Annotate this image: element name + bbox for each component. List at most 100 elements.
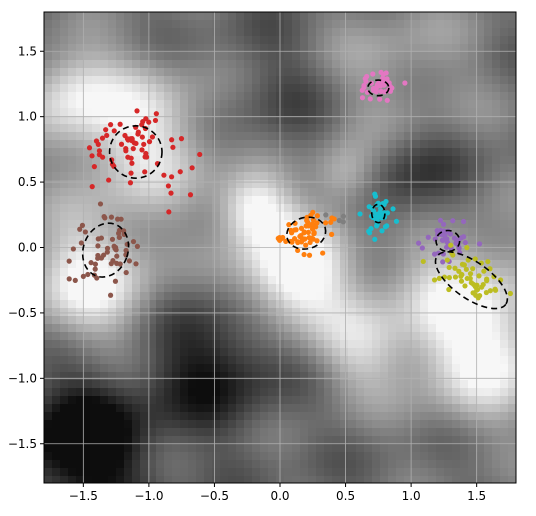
heatmap-cell xyxy=(84,20,93,29)
heatmap-cell xyxy=(196,92,205,101)
data-point xyxy=(361,84,367,90)
heatmap-cell xyxy=(300,388,309,397)
heatmap-cell xyxy=(420,52,429,61)
heatmap-cell xyxy=(68,220,77,229)
heatmap-cell xyxy=(228,436,237,445)
heatmap-cell xyxy=(260,364,269,373)
heatmap-cell xyxy=(172,68,181,77)
heatmap-cell xyxy=(196,188,205,197)
heatmap-cell xyxy=(300,276,309,285)
data-point xyxy=(450,252,456,258)
heatmap-cell xyxy=(260,12,269,21)
heatmap-cell xyxy=(60,444,69,453)
heatmap-cell xyxy=(308,84,317,93)
heatmap-cell xyxy=(44,60,53,69)
data-point xyxy=(320,250,326,256)
heatmap-cell xyxy=(60,324,69,333)
heatmap-cell xyxy=(188,348,197,357)
heatmap-cell xyxy=(316,356,325,365)
heatmap-cell xyxy=(484,292,493,301)
heatmap-cell xyxy=(508,468,516,477)
heatmap-cell xyxy=(364,132,373,141)
heatmap-cell xyxy=(476,36,485,45)
heatmap-cell xyxy=(380,44,389,53)
heatmap-cell xyxy=(316,132,325,141)
heatmap-cell xyxy=(260,124,269,133)
data-point xyxy=(307,239,313,246)
heatmap-cell xyxy=(68,284,77,293)
heatmap-cell xyxy=(220,108,229,117)
heatmap-cell xyxy=(92,316,101,325)
heatmap-cell xyxy=(508,332,516,341)
heatmap-cell xyxy=(172,172,181,181)
heatmap-cell xyxy=(68,444,77,453)
heatmap-cell xyxy=(308,460,317,469)
heatmap-cell xyxy=(244,284,253,293)
heatmap-cell xyxy=(324,212,333,221)
heatmap-cell xyxy=(260,100,269,109)
heatmap-cell xyxy=(84,332,93,341)
heatmap-cell xyxy=(316,44,325,53)
heatmap-cell xyxy=(204,132,213,141)
heatmap-cell xyxy=(324,20,333,29)
heatmap-cell xyxy=(212,364,221,373)
heatmap-cell xyxy=(244,380,253,389)
heatmap-cell xyxy=(108,268,117,277)
heatmap-cell xyxy=(172,36,181,45)
heatmap-cell xyxy=(260,412,269,421)
heatmap-cell xyxy=(172,284,181,293)
heatmap-cell xyxy=(508,132,516,141)
heatmap-cell xyxy=(484,412,493,421)
heatmap-cell xyxy=(308,76,317,85)
heatmap-cell xyxy=(372,28,381,37)
heatmap-cell xyxy=(124,228,133,237)
x-tick-label: 0.0 xyxy=(270,489,289,503)
heatmap-cell xyxy=(188,300,197,309)
heatmap-cell xyxy=(300,44,309,53)
heatmap-cell xyxy=(260,428,269,437)
data-point xyxy=(453,240,459,246)
heatmap-cell xyxy=(100,76,109,85)
heatmap-cell xyxy=(76,244,85,253)
heatmap-cell xyxy=(356,444,365,453)
heatmap-cell xyxy=(348,140,357,149)
heatmap-cell xyxy=(244,188,253,197)
heatmap-cell xyxy=(204,236,213,245)
heatmap-cell xyxy=(140,476,149,483)
heatmap-cell xyxy=(268,260,277,269)
heatmap-cell xyxy=(60,476,69,483)
heatmap-cell xyxy=(292,324,301,333)
data-point xyxy=(434,228,440,234)
cluster-ellipse xyxy=(435,229,461,253)
heatmap-cell xyxy=(372,252,381,261)
heatmap-cell xyxy=(180,388,189,397)
heatmap-cell xyxy=(452,124,461,133)
heatmap-cell xyxy=(60,420,69,429)
heatmap-cell xyxy=(132,476,141,483)
heatmap-cell xyxy=(356,260,365,269)
heatmap-cell xyxy=(340,452,349,461)
heatmap-cell xyxy=(460,92,469,101)
heatmap-cell xyxy=(300,396,309,405)
heatmap-cell xyxy=(324,372,333,381)
heatmap-cell xyxy=(116,452,125,461)
heatmap-cell xyxy=(452,460,461,469)
heatmap-cell xyxy=(380,396,389,405)
heatmap-cell xyxy=(364,20,373,29)
heatmap-cell xyxy=(268,476,277,483)
heatmap-cell xyxy=(212,236,221,245)
heatmap-cell xyxy=(164,308,173,317)
heatmap-cell xyxy=(396,388,405,397)
heatmap-cell xyxy=(484,52,493,61)
heatmap-cell xyxy=(116,220,125,229)
heatmap-cell xyxy=(164,76,173,85)
heatmap-cell xyxy=(44,404,53,413)
heatmap-cell xyxy=(444,316,453,325)
heatmap-cell xyxy=(164,228,173,237)
heatmap-cell xyxy=(396,108,405,117)
heatmap-cell xyxy=(492,380,501,389)
data-point xyxy=(420,258,426,265)
heatmap-cell xyxy=(148,236,157,245)
heatmap-cell xyxy=(108,172,117,181)
heatmap-cell xyxy=(484,372,493,381)
